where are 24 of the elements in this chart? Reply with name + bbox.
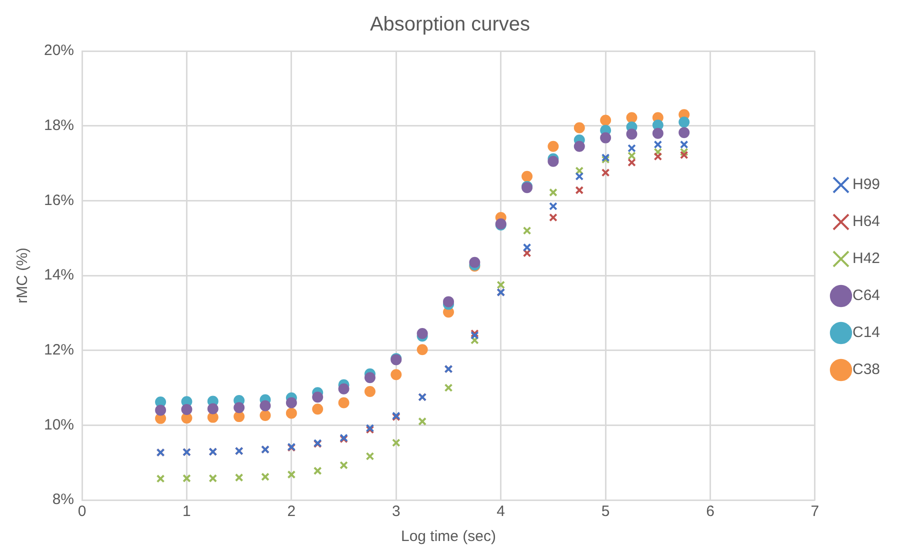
legend-label: C14 <box>852 324 880 342</box>
x-tick-label: 7 <box>810 503 820 520</box>
x-tick-label: 5 <box>601 503 610 520</box>
y-tick-label: 14% <box>44 266 74 284</box>
x-tick-label: 6 <box>706 503 714 520</box>
y-tick-label: 10% <box>44 416 74 434</box>
x-axis-title: Log time (sec) <box>400 528 496 546</box>
x-tick-label: 3 <box>392 503 400 520</box>
y-axis-title: rMC (%) <box>14 248 32 304</box>
legend-label: H64 <box>852 213 880 230</box>
x-tick-label: 2 <box>287 503 296 520</box>
x-tick-label: 4 <box>496 503 506 520</box>
y-tick-label: 12% <box>44 341 74 358</box>
legend-label: H42 <box>852 250 880 268</box>
x-tick-label: 0 <box>78 503 86 520</box>
y-tick-label: 20% <box>44 42 74 60</box>
y-tick-label: 8% <box>52 491 74 508</box>
legend-label: C64 <box>852 287 880 304</box>
legend-label: C38 <box>852 361 880 378</box>
legend-label: H99 <box>852 176 880 194</box>
chart-title: Absorption curves <box>370 14 530 36</box>
y-tick-label: 16% <box>44 192 74 209</box>
y-tick-label: 18% <box>44 116 74 134</box>
x-tick-label: 1 <box>182 503 191 520</box>
